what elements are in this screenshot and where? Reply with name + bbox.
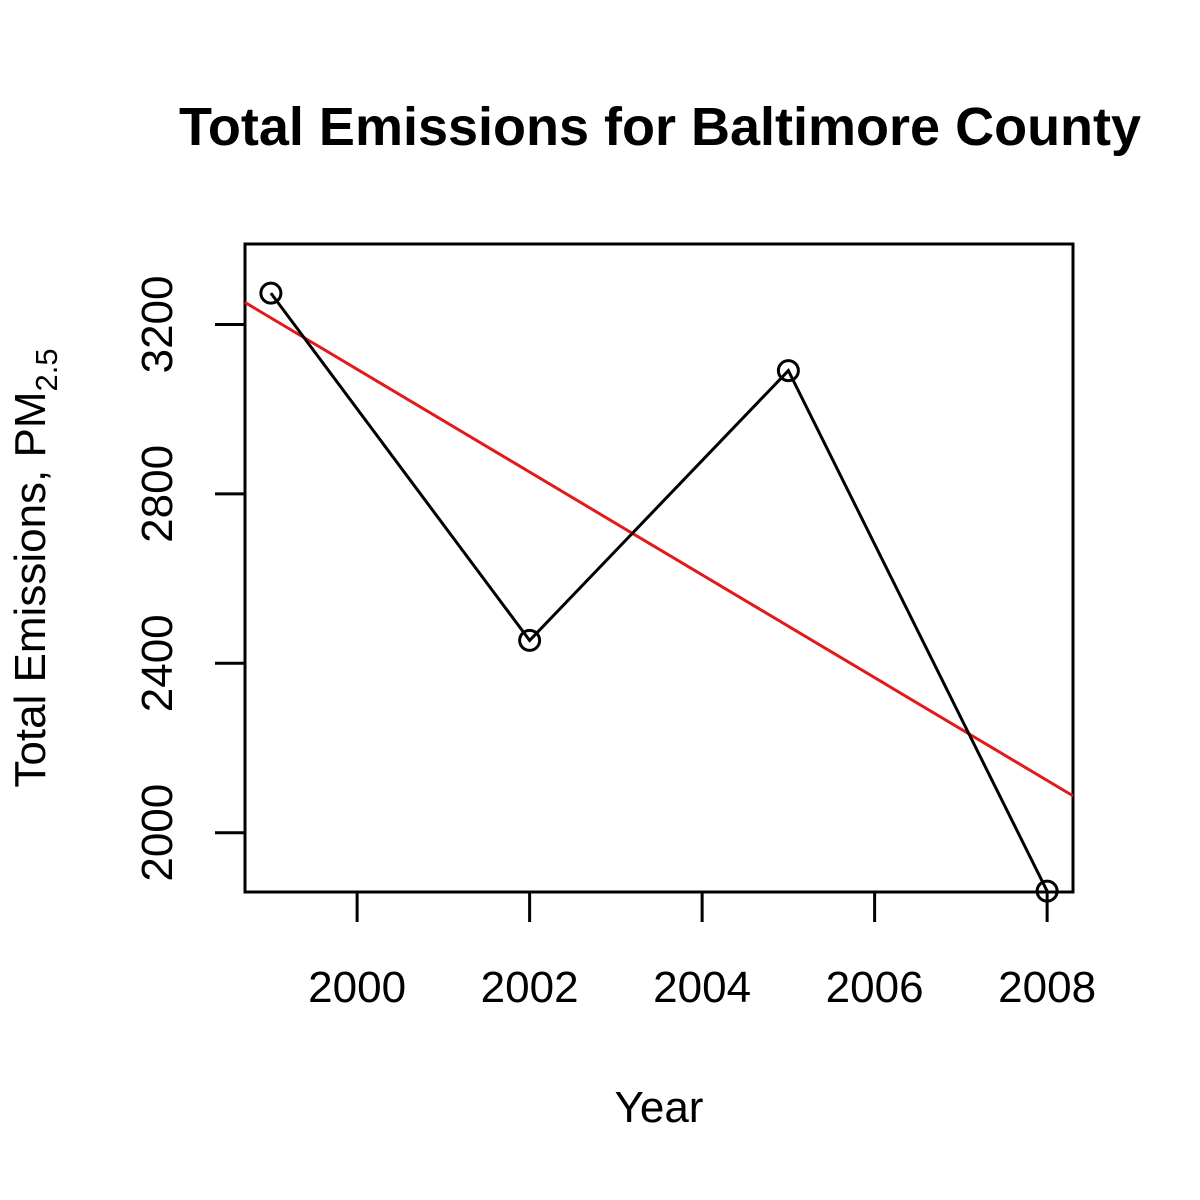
y-tick-label: 2400 <box>133 614 182 712</box>
data-point <box>776 359 800 383</box>
x-tick-label: 2000 <box>308 963 406 1012</box>
y-axis-label-main: Total Emissions, PM <box>6 392 55 788</box>
y-axis-label: Total Emissions, PM2.5 <box>6 348 64 787</box>
trend-line <box>244 301 1074 798</box>
series-line <box>269 292 1049 892</box>
y-tick-label: 2000 <box>133 784 182 882</box>
data-point <box>259 281 283 305</box>
x-tick-label: 2002 <box>481 963 579 1012</box>
x-axis-label: Year <box>615 1083 704 1132</box>
y-tick-label: 2800 <box>133 445 182 543</box>
x-tick-label: 2008 <box>998 963 1096 1012</box>
x-tick-label: 2004 <box>653 963 751 1012</box>
data-point <box>518 628 542 652</box>
y-tick-label: 3200 <box>133 276 182 374</box>
x-tick-label: 2006 <box>826 963 924 1012</box>
chart-title: Total Emissions for Baltimore County <box>179 97 1141 157</box>
y-axis: 2000 2400 2800 3200 <box>133 276 245 882</box>
x-axis: 2000 2002 2004 2006 2008 <box>308 892 1096 1012</box>
data-point <box>1035 879 1059 903</box>
y-axis-label-subscript: 2.5 <box>29 348 64 391</box>
plot-frame <box>243 242 1075 894</box>
plot-marks <box>244 281 1074 903</box>
